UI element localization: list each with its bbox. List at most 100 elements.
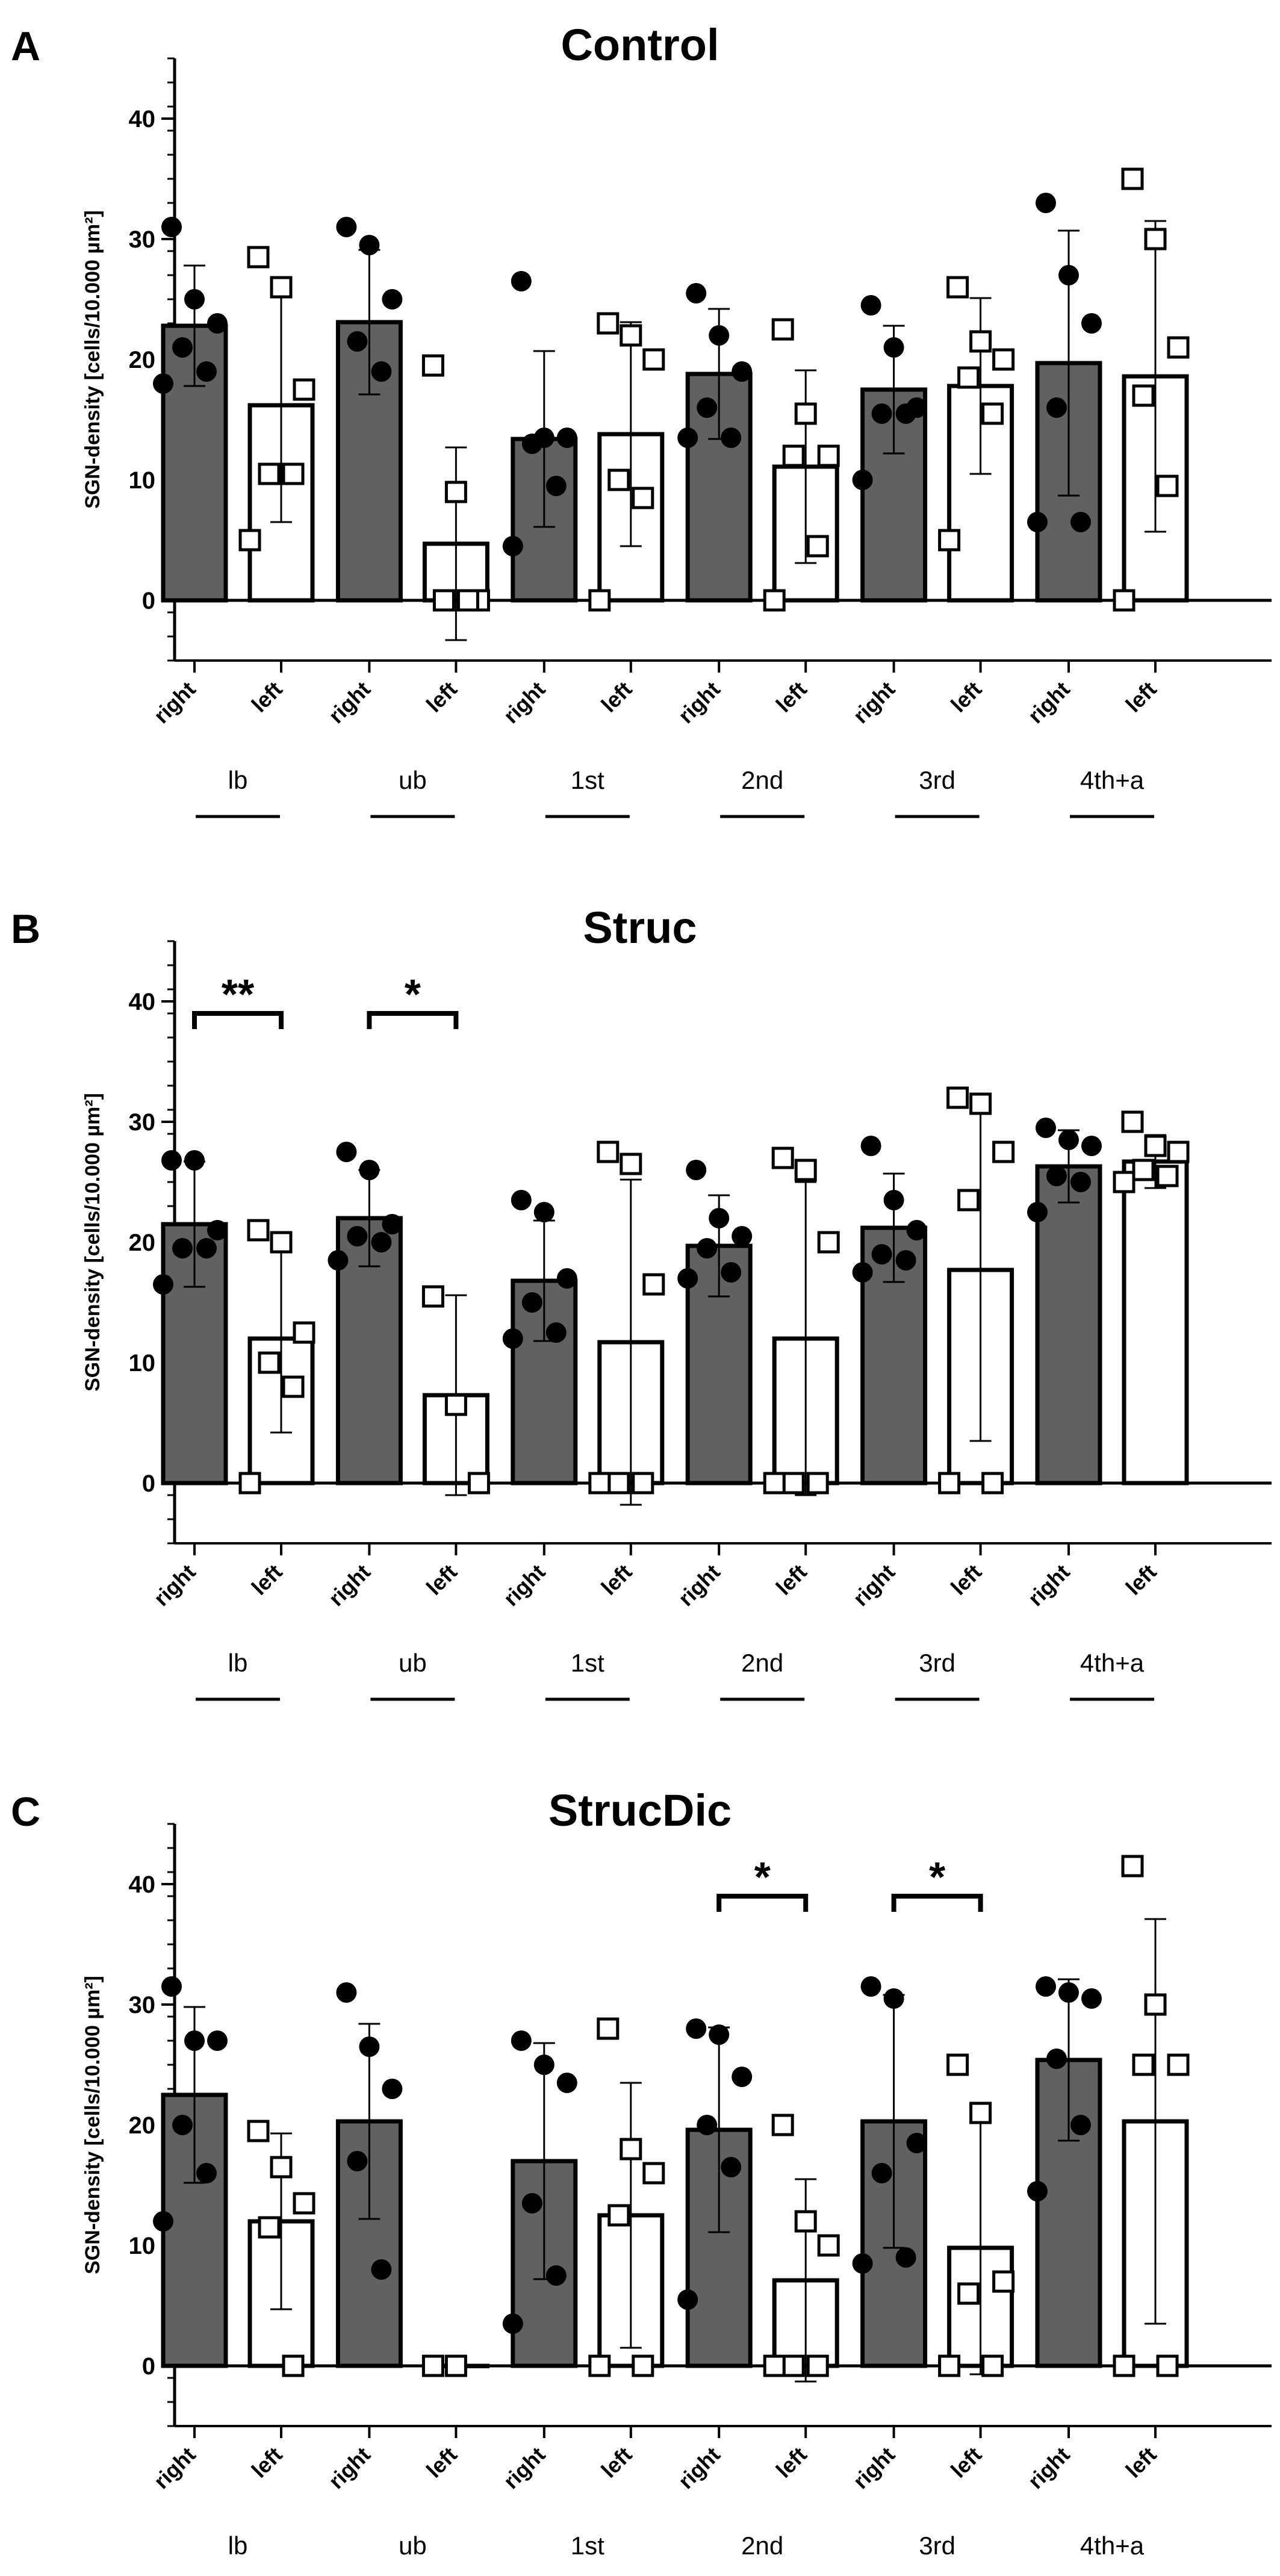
- point-lb-right: [196, 2163, 217, 2183]
- point-4th+a-right: [1046, 1166, 1067, 1186]
- point-lb-left: [282, 2354, 305, 2377]
- y-tick-label: 40: [129, 1871, 156, 1898]
- point-1st-left: [588, 2354, 611, 2377]
- point-2nd-right: [686, 1160, 707, 1180]
- panel-label: A: [11, 23, 40, 69]
- x-tick-label: right: [499, 2442, 550, 2494]
- x-tick-label: right: [848, 1560, 900, 1611]
- y-tick-label: 20: [129, 2112, 156, 2139]
- point-ub-left: [456, 589, 479, 612]
- point-3rd-right: [883, 1988, 904, 2009]
- point-ub-right: [328, 1250, 349, 1271]
- point-2nd-left: [794, 1159, 817, 1181]
- point-1st-right: [556, 428, 577, 448]
- point-lb-left: [293, 1321, 315, 1344]
- point-1st-left: [607, 1472, 630, 1495]
- y-tick-label: 20: [129, 347, 156, 373]
- point-3rd-left: [946, 1086, 969, 1109]
- point-1st-right: [556, 2073, 577, 2093]
- point-3rd-left: [957, 2282, 980, 2305]
- point-1st-left: [597, 1140, 620, 1163]
- point-4th+a-right: [1027, 2181, 1048, 2201]
- point-3rd-right: [871, 2163, 892, 2183]
- point-3rd-right: [906, 1220, 927, 1240]
- point-1st-right: [521, 2193, 542, 2214]
- x-tick-label: right: [1023, 677, 1075, 729]
- point-lb-right: [161, 217, 182, 237]
- point-lb-left: [247, 246, 270, 269]
- group-label: 2nd: [741, 1649, 783, 1677]
- point-2nd-right: [677, 2289, 698, 2310]
- chart-title: Struc: [583, 903, 697, 953]
- point-2nd-right: [686, 283, 707, 303]
- point-4th+a-left: [1121, 1110, 1144, 1133]
- x-tick-label: left: [1120, 2442, 1161, 2483]
- y-tick-label: 0: [142, 2353, 155, 2380]
- point-ub-left: [421, 1285, 444, 1308]
- point-4th+a-right: [1070, 512, 1091, 532]
- point-4th+a-right: [1070, 2115, 1091, 2135]
- x-tick-label: right: [324, 2442, 376, 2494]
- point-2nd-right: [697, 397, 718, 418]
- group-label: ub: [399, 2531, 427, 2560]
- point-3rd-right: [883, 337, 904, 358]
- point-ub-right: [336, 217, 357, 237]
- group-label: 3rd: [919, 2531, 955, 2560]
- point-1st-left: [620, 2138, 642, 2161]
- panel-b: B Struc 0 10 20 30 40 SGN-density [cells/10.000…: [11, 903, 1272, 1701]
- point-ub-left: [432, 589, 455, 612]
- point-4th+a-right: [1058, 265, 1079, 285]
- point-ub-right: [382, 2079, 403, 2099]
- y-tick-label: 10: [129, 1350, 156, 1377]
- point-ub-left: [421, 2354, 444, 2377]
- bar-4th+a-right: [1035, 1164, 1102, 1486]
- point-3rd-right: [906, 2133, 927, 2153]
- point-2nd-right: [732, 1226, 753, 1246]
- point-ub-right: [359, 235, 380, 255]
- x-tick-label: right: [673, 677, 725, 729]
- point-ub-right: [371, 1232, 392, 1252]
- y-tick-label: 10: [129, 467, 156, 494]
- point-4th+a-right: [1081, 1136, 1102, 1156]
- significance-label: *: [405, 971, 421, 1018]
- point-3rd-right: [860, 1976, 881, 1997]
- point-ub-right: [371, 361, 392, 382]
- point-ub-left: [467, 1472, 490, 1495]
- x-tick-label: right: [149, 1560, 200, 1611]
- point-4th+a-right: [1036, 1976, 1056, 1997]
- point-2nd-left: [763, 589, 786, 612]
- x-tick-label: left: [946, 1560, 986, 1600]
- significance-bracket: [891, 1894, 983, 1912]
- panel-label: C: [11, 1789, 40, 1835]
- x-tick-label: right: [149, 677, 200, 729]
- point-2nd-left: [763, 2354, 786, 2377]
- point-4th+a-left: [1167, 336, 1190, 359]
- point-1st-left: [597, 312, 620, 335]
- significance-label: *: [929, 1853, 946, 1900]
- point-ub-left: [444, 1393, 467, 1416]
- x-tick-label: right: [499, 677, 550, 729]
- group-label: 1st: [571, 1649, 604, 1677]
- point-3rd-right: [895, 1250, 916, 1271]
- point-2nd-right: [677, 1268, 698, 1289]
- point-2nd-right: [721, 2157, 742, 2177]
- y-tick-label: 0: [142, 588, 155, 614]
- x-tick-label: right: [499, 1560, 550, 1611]
- point-ub-right: [371, 2259, 392, 2280]
- significance-bracket: [192, 1011, 284, 1029]
- x-tick-label: right: [673, 1560, 725, 1611]
- point-4th+a-right: [1027, 1202, 1048, 1222]
- point-lb-left: [282, 462, 305, 485]
- point-ub-right: [382, 1214, 403, 1234]
- x-tick-label: left: [421, 677, 462, 717]
- point-2nd-right: [721, 1262, 742, 1283]
- point-2nd-right: [721, 428, 742, 448]
- significance-label: *: [754, 1853, 771, 1900]
- point-2nd-left: [782, 1472, 805, 1495]
- point-lb-left: [238, 1472, 261, 1495]
- x-tick-label: left: [246, 677, 287, 717]
- point-4th+a-left: [1144, 228, 1167, 250]
- point-2nd-left: [806, 535, 829, 558]
- point-3rd-right: [871, 403, 892, 424]
- y-tick-label: 40: [129, 989, 156, 1015]
